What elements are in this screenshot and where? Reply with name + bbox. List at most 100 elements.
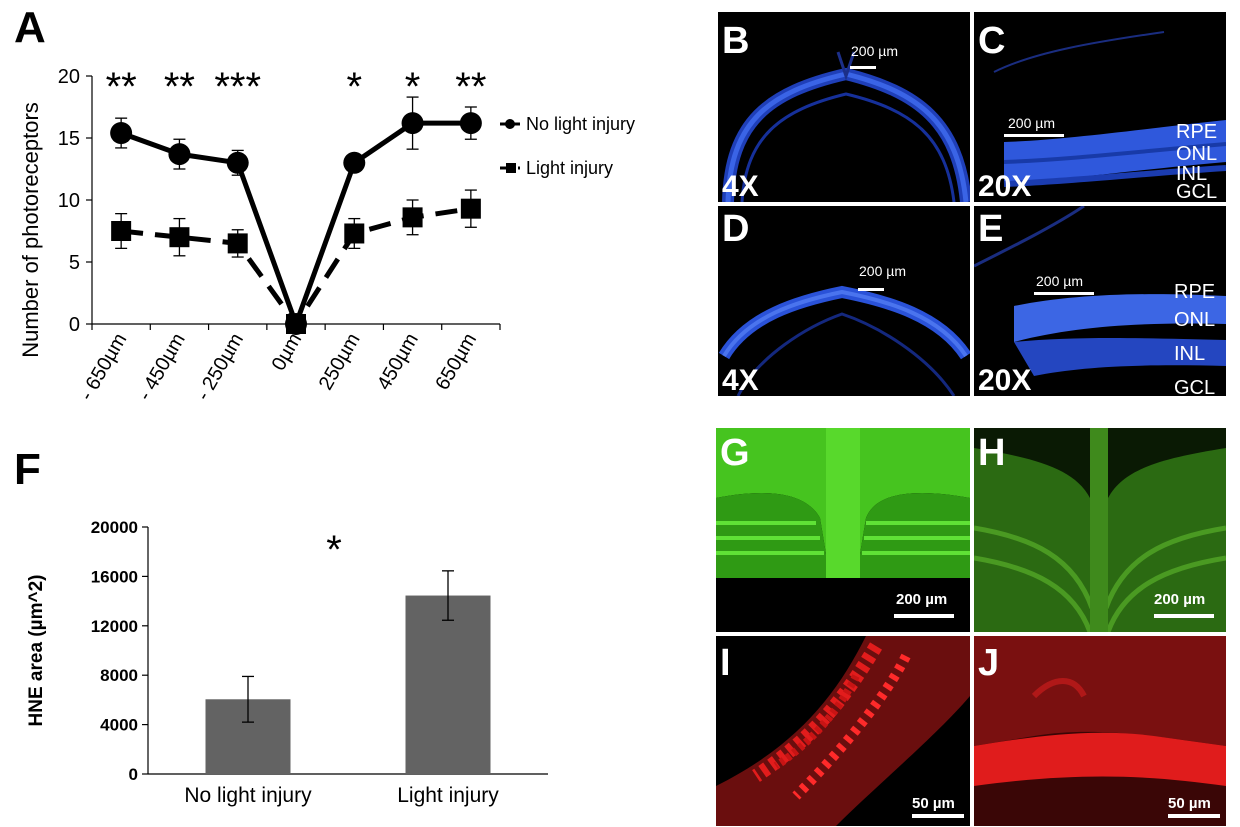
scale-bar xyxy=(912,814,964,818)
data-point-square xyxy=(402,207,423,228)
x-tick-label: - 250µm xyxy=(192,330,248,405)
micrograph-g: 200 µm G xyxy=(716,428,970,632)
significance-marker: * xyxy=(346,65,362,109)
y-tick-label: 0 xyxy=(129,765,138,784)
data-point-square xyxy=(111,221,132,241)
significance-marker: ** xyxy=(106,65,137,109)
y-tick-label: 16000 xyxy=(91,567,138,586)
x-tick-label: 0µm xyxy=(268,330,307,375)
panel-label-j: J xyxy=(978,642,1000,684)
data-point-square xyxy=(460,198,481,219)
y-tick-label: 20 xyxy=(58,66,80,88)
bar xyxy=(405,595,491,774)
data-point-square xyxy=(286,314,306,334)
y-tick-label: 0 xyxy=(69,314,80,336)
hne-area-bar-chart: 0 4000 8000 12000 16000 20000 HNE area (µm^2) N… xyxy=(26,518,548,807)
significance-marker: *** xyxy=(214,65,261,109)
micrograph-e: 200 µm E 20X RPE ONL INL GCL xyxy=(974,206,1226,396)
panel-label-d: D xyxy=(722,208,750,250)
legend-marker-square xyxy=(506,163,516,173)
panel-label-b: B xyxy=(722,20,750,62)
layer-label-gcl: GCL xyxy=(1174,377,1216,396)
significance-marker: * xyxy=(326,528,342,572)
scale-bar-label: 200 µm xyxy=(851,43,898,59)
scale-bar-label: 50 µm xyxy=(1168,795,1211,812)
micrograph-i: 50 µm I xyxy=(716,636,970,826)
micrograph-j-image xyxy=(974,636,1226,826)
data-point-square xyxy=(344,223,365,244)
scale-bar-label: 200 µm xyxy=(1008,115,1055,131)
scale-bar xyxy=(1034,292,1094,295)
scale-bar xyxy=(1154,614,1214,618)
magnification-label: 20X xyxy=(978,364,1032,396)
data-point-circle xyxy=(401,112,424,135)
y-tick-label: 10 xyxy=(58,190,80,212)
significance-marker: ** xyxy=(455,65,486,109)
x-tick-label: 650µm xyxy=(431,330,481,394)
layer-label-onl: ONL xyxy=(1174,309,1216,331)
panel-label-a: A xyxy=(14,3,46,52)
data-point-square xyxy=(227,233,248,254)
significance-marker: * xyxy=(405,65,421,109)
micrograph-d-image xyxy=(718,285,970,396)
micrograph-b-image xyxy=(722,51,970,202)
scale-bar-label: 200 µm xyxy=(859,263,906,279)
micrograph-d: 200 µm D 4X xyxy=(718,206,970,396)
scale-bar xyxy=(1168,814,1220,818)
y-tick-label: 8000 xyxy=(100,666,138,685)
data-point-square xyxy=(169,227,190,248)
magnification-label: 4X xyxy=(722,364,759,396)
scale-bar xyxy=(850,66,876,69)
legend-label: Light injury xyxy=(526,158,613,178)
panel-label-g: G xyxy=(720,432,750,474)
micrograph-c-image xyxy=(993,31,1226,187)
scale-bar-label: 200 µm xyxy=(1036,273,1083,289)
layer-label-rpe: RPE xyxy=(1174,281,1216,303)
photoreceptor-line-chart: 0 5 10 15 20 - 650µm - 450µm - 250µm 0µm 250µm 450… xyxy=(18,65,635,405)
micrograph-c: 200 µm C 20X RPE ONL INL GCL xyxy=(974,12,1226,202)
legend-marker-circle xyxy=(505,119,515,129)
scale-bar xyxy=(894,614,954,618)
panel-label-c: C xyxy=(978,20,1006,62)
micrograph-e-image xyxy=(974,206,1226,376)
layer-label-gcl: GCL xyxy=(1176,181,1218,202)
scale-bar-label: 50 µm xyxy=(912,795,955,812)
panel-label-i: I xyxy=(720,642,731,684)
scale-bar-label: 200 µm xyxy=(1154,591,1206,608)
x-tick-label: - 450µm xyxy=(134,330,190,405)
data-point-circle xyxy=(226,151,249,174)
micrograph-h-image xyxy=(974,428,1226,632)
y-tick-label: 4000 xyxy=(100,716,138,735)
x-tick-label: - 650µm xyxy=(76,330,132,405)
micrograph-g-image xyxy=(716,428,970,632)
data-point-circle xyxy=(343,151,366,174)
y-axis-label: Number of photoreceptors xyxy=(18,102,43,358)
legend-label: No light injury xyxy=(526,114,635,134)
y-tick-label: 5 xyxy=(69,252,80,274)
scale-bar xyxy=(858,288,884,291)
y-tick-label: 12000 xyxy=(91,617,138,636)
y-tick-label: 20000 xyxy=(91,518,138,537)
x-tick-label: Light injury xyxy=(397,784,499,807)
layer-label-rpe: RPE xyxy=(1176,121,1218,143)
micrograph-i-image xyxy=(716,636,970,826)
data-point-circle xyxy=(110,122,133,145)
data-point-circle xyxy=(459,112,482,135)
layer-label-inl: INL xyxy=(1174,343,1206,365)
layer-label-onl: ONL xyxy=(1176,143,1218,165)
scale-bar xyxy=(1004,134,1064,137)
magnification-label: 20X xyxy=(978,170,1032,202)
magnification-label: 4X xyxy=(722,170,759,202)
y-tick-label: 15 xyxy=(58,128,80,150)
micrograph-j: 50 µm J xyxy=(974,636,1226,826)
micrograph-b: 200 µm B 4X xyxy=(718,12,970,202)
scale-bar-label: 200 µm xyxy=(896,591,948,608)
panel-label-f: F xyxy=(14,445,41,494)
panel-label-e: E xyxy=(978,208,1004,250)
panel-label-h: H xyxy=(978,432,1006,474)
significance-marker: ** xyxy=(164,65,195,109)
layer-label-inl: INL xyxy=(1176,163,1208,185)
micrograph-h: 200 µm H xyxy=(974,428,1226,632)
y-axis-label: HNE area (µm^2) xyxy=(26,575,47,727)
data-point-circle xyxy=(168,143,191,166)
